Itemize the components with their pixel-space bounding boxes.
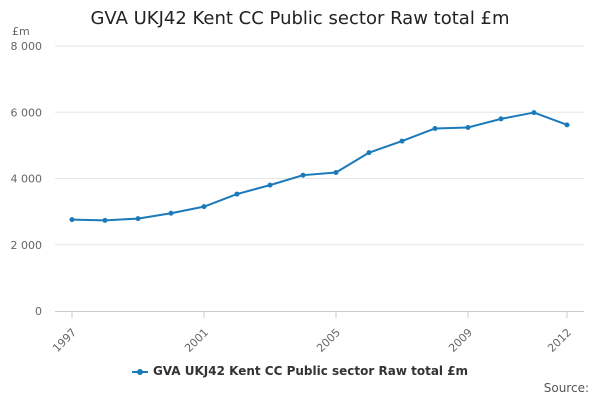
data-point[interactable] <box>300 172 306 178</box>
chart-title: GVA UKJ42 Kent CC Public sector Raw tota… <box>90 8 510 29</box>
data-point[interactable] <box>201 204 207 210</box>
y-tick-label: 8 000 <box>11 40 43 53</box>
y-axis-unit-label: £m <box>12 25 30 38</box>
y-tick-label: 6 000 <box>11 106 43 119</box>
data-point[interactable] <box>234 191 240 197</box>
data-point[interactable] <box>432 125 438 131</box>
data-point[interactable] <box>531 110 537 116</box>
x-axis-tick-labels: 1997 2001 2005 2009 2012 <box>50 326 574 355</box>
y-axis-tick-labels: 0 2 000 4 000 6 000 8 000 <box>11 40 43 318</box>
legend-symbol <box>131 367 148 377</box>
x-tick-label: 2009 <box>446 326 475 355</box>
data-point[interactable] <box>333 170 339 176</box>
data-point[interactable] <box>399 138 405 144</box>
data-point[interactable] <box>168 210 174 216</box>
x-tick-label: 2005 <box>314 326 343 355</box>
y-tick-label: 0 <box>35 305 42 318</box>
x-tick-label: 2001 <box>182 326 211 355</box>
gridlines <box>55 45 584 246</box>
y-tick-label: 2 000 <box>11 239 43 252</box>
data-point[interactable] <box>267 182 273 188</box>
x-axis <box>55 311 584 318</box>
data-point[interactable] <box>102 217 108 223</box>
legend-marker <box>136 368 143 375</box>
legend[interactable]: GVA UKJ42 Kent CC Public sector Raw tota… <box>0 364 600 378</box>
x-tick-label: 1997 <box>50 326 79 355</box>
data-point[interactable] <box>366 150 372 156</box>
series-line[interactable] <box>71 111 568 222</box>
data-point[interactable] <box>69 217 75 223</box>
series-group <box>69 110 570 223</box>
data-point[interactable] <box>564 122 570 128</box>
x-tick-label: 2012 <box>545 326 574 355</box>
data-point[interactable] <box>498 116 504 122</box>
source-label: Source: <box>543 381 589 395</box>
data-point[interactable] <box>465 124 471 130</box>
legend-label: GVA UKJ42 Kent CC Public sector Raw tota… <box>152 364 469 378</box>
data-point[interactable] <box>135 216 141 222</box>
y-tick-label: 4 000 <box>11 173 43 186</box>
